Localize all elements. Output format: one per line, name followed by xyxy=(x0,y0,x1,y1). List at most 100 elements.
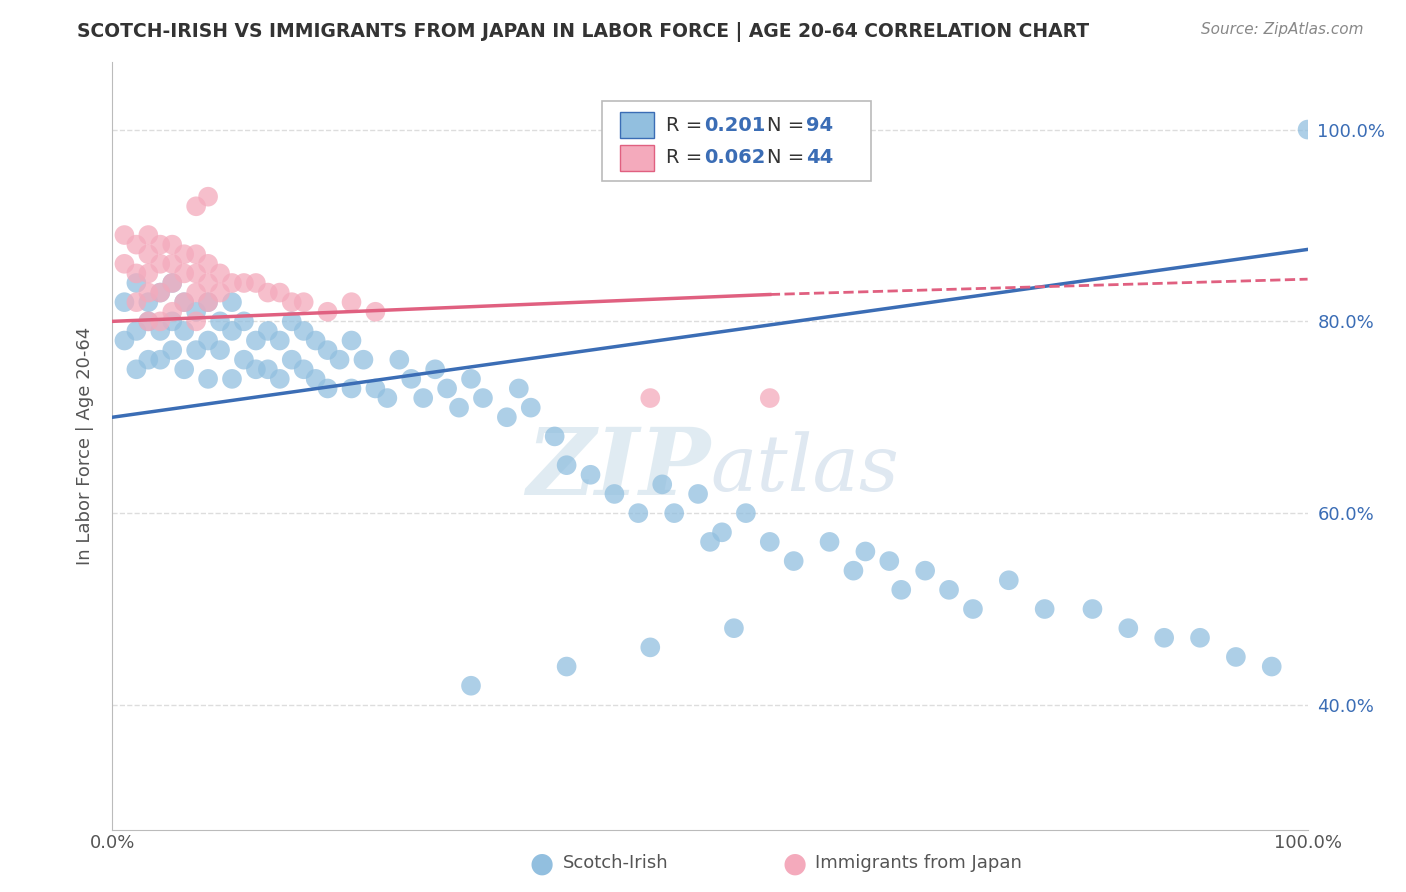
Point xyxy=(305,372,328,386)
Point xyxy=(759,391,782,405)
Point xyxy=(186,314,208,328)
Point xyxy=(186,267,208,281)
Text: N =: N = xyxy=(768,116,811,135)
Point xyxy=(186,304,208,318)
Point xyxy=(125,324,148,338)
Point xyxy=(149,352,172,367)
Point xyxy=(305,334,328,348)
Text: SCOTCH-IRISH VS IMMIGRANTS FROM JAPAN IN LABOR FORCE | AGE 20-64 CORRELATION CHA: SCOTCH-IRISH VS IMMIGRANTS FROM JAPAN IN… xyxy=(77,22,1090,42)
Point xyxy=(292,324,315,338)
Point xyxy=(1081,602,1104,616)
Point xyxy=(162,314,183,328)
Point xyxy=(245,362,267,376)
Point xyxy=(627,506,650,520)
Point xyxy=(640,391,662,405)
Point xyxy=(340,334,363,348)
Point xyxy=(364,382,387,396)
Point xyxy=(149,257,172,271)
Point xyxy=(257,324,280,338)
Point xyxy=(269,372,291,386)
Point xyxy=(735,506,758,520)
Point xyxy=(138,247,160,261)
Point xyxy=(138,267,160,281)
Text: ●: ● xyxy=(529,849,554,878)
Point xyxy=(114,334,135,348)
Point xyxy=(401,372,423,386)
Point xyxy=(197,257,219,271)
Point xyxy=(221,276,243,290)
Point xyxy=(688,487,710,501)
Point xyxy=(125,362,148,376)
Point xyxy=(245,276,267,290)
Text: Immigrants from Japan: Immigrants from Japan xyxy=(815,855,1022,872)
Point xyxy=(149,285,172,300)
Point xyxy=(460,679,482,693)
Point xyxy=(651,477,673,491)
Point xyxy=(329,352,352,367)
Point xyxy=(257,285,280,300)
Point xyxy=(245,334,267,348)
Point xyxy=(233,352,256,367)
Point xyxy=(640,640,662,655)
Point xyxy=(233,314,256,328)
Point xyxy=(221,324,243,338)
Point xyxy=(197,276,219,290)
Point xyxy=(447,401,470,415)
Point xyxy=(162,276,183,290)
Point xyxy=(125,237,148,252)
Text: 0.201: 0.201 xyxy=(704,116,765,135)
Point xyxy=(209,267,232,281)
Point xyxy=(664,506,686,520)
Point xyxy=(149,285,172,300)
Point xyxy=(281,314,304,328)
Point xyxy=(269,285,291,300)
Point xyxy=(114,295,135,310)
Point xyxy=(1296,122,1319,136)
Point xyxy=(114,228,135,243)
Point xyxy=(364,304,387,318)
Point xyxy=(579,467,602,482)
Point xyxy=(460,372,482,386)
Point xyxy=(1225,650,1247,665)
Point xyxy=(162,237,183,252)
Point xyxy=(508,382,530,396)
Point xyxy=(281,295,304,310)
Point xyxy=(316,343,339,358)
Point xyxy=(699,535,721,549)
Point xyxy=(173,362,195,376)
Point xyxy=(340,382,363,396)
Point xyxy=(1033,602,1056,616)
Point xyxy=(173,295,195,310)
Point xyxy=(162,257,183,271)
FancyBboxPatch shape xyxy=(620,112,654,138)
Point xyxy=(114,257,135,271)
Point xyxy=(316,382,339,396)
Point xyxy=(425,362,447,376)
Point xyxy=(138,228,160,243)
Point xyxy=(162,343,183,358)
Point xyxy=(782,554,804,568)
Point xyxy=(257,362,280,376)
Point xyxy=(149,314,172,328)
Y-axis label: In Labor Force | Age 20-64: In Labor Force | Age 20-64 xyxy=(76,326,94,566)
Point xyxy=(162,304,183,318)
Point xyxy=(221,295,243,310)
Point xyxy=(138,314,160,328)
Point xyxy=(209,314,232,328)
Point xyxy=(186,199,208,213)
Point xyxy=(162,276,183,290)
Point xyxy=(173,295,195,310)
Text: 44: 44 xyxy=(806,148,832,167)
Point xyxy=(759,535,782,549)
Point xyxy=(209,285,232,300)
Point xyxy=(149,237,172,252)
Point xyxy=(1118,621,1140,635)
Point xyxy=(138,314,160,328)
Point xyxy=(711,525,734,540)
Point xyxy=(186,247,208,261)
Point xyxy=(842,564,865,578)
Point xyxy=(281,352,304,367)
Point xyxy=(125,267,148,281)
Text: atlas: atlas xyxy=(710,431,898,508)
Point xyxy=(1261,659,1284,673)
